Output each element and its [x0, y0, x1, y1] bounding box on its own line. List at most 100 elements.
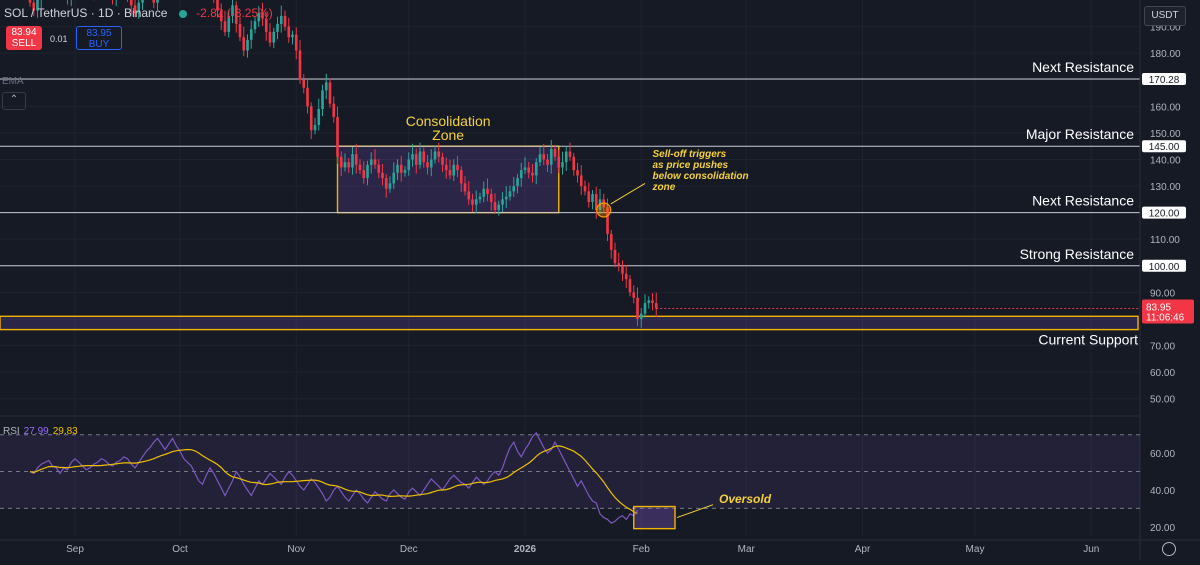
candle: [479, 197, 482, 200]
candle: [411, 154, 414, 159]
resistance-label: Next Resistance: [1032, 193, 1134, 209]
candle: [344, 162, 347, 167]
buy-label: BUY: [77, 39, 121, 50]
market-open-icon: [179, 10, 187, 18]
candle: [276, 24, 279, 32]
candle: [572, 157, 575, 170]
candle: [505, 197, 508, 200]
price-tick: 50.00: [1150, 395, 1175, 406]
candle: [471, 199, 474, 204]
time-tick: Feb: [633, 544, 651, 555]
candle: [464, 183, 467, 191]
candle: [295, 35, 298, 51]
candle: [419, 152, 422, 165]
breakdown-marker: [597, 203, 611, 217]
candle: [494, 202, 497, 210]
time-tick: Oct: [172, 544, 188, 555]
candle: [576, 170, 579, 175]
candle: [374, 159, 377, 164]
candle: [539, 154, 542, 162]
symbol-header: SOL / TetherUS · 1D · Binance -2.82 (-3.…: [0, 6, 273, 20]
candle: [569, 152, 572, 157]
candle: [400, 165, 403, 173]
candle: [377, 165, 380, 173]
candle: [651, 300, 654, 303]
buy-price: 83.95: [77, 28, 121, 39]
candle: [422, 152, 425, 163]
candle: [591, 194, 594, 202]
buy-button[interactable]: 83.95 BUY: [76, 26, 122, 50]
candle: [396, 165, 399, 173]
candle: [550, 149, 553, 165]
oversold-label: Oversold: [719, 492, 772, 506]
candle: [509, 191, 512, 196]
candle: [490, 194, 493, 202]
candle: [284, 16, 287, 27]
consolidation-zone: [338, 146, 559, 212]
candle: [359, 165, 362, 170]
candle: [426, 162, 429, 167]
candle: [516, 178, 519, 186]
candle: [501, 199, 504, 204]
candle: [336, 117, 339, 157]
candle: [445, 165, 448, 170]
level-price-tag-text: 120.00: [1149, 209, 1180, 220]
sell-price: 83.94: [6, 27, 42, 38]
candle: [404, 170, 407, 173]
candle: [655, 303, 658, 308]
resistance-label: Strong Resistance: [1020, 246, 1135, 262]
candle: [415, 154, 418, 165]
candle: [546, 159, 549, 164]
price-tick: 140.00: [1150, 155, 1181, 166]
sell-button[interactable]: 83.94 SELL: [6, 26, 42, 50]
candle: [362, 170, 365, 178]
candle: [302, 80, 305, 88]
candle: [452, 165, 455, 176]
candle: [610, 234, 613, 250]
candle: [456, 165, 459, 170]
candle: [561, 162, 564, 167]
candle: [340, 157, 343, 168]
candle: [370, 159, 373, 164]
candle: [617, 263, 620, 266]
candle: [584, 186, 587, 191]
candle: [467, 191, 470, 199]
candle: [299, 51, 302, 80]
candle: [580, 175, 583, 186]
ema-indicator-label[interactable]: EMA: [2, 76, 24, 87]
candle: [475, 199, 478, 204]
rsi-ma-value: 29.83: [53, 426, 78, 437]
candle: [130, 0, 133, 5]
time-tick: Dec: [400, 544, 418, 555]
level-price-tag-text: 170.28: [1149, 75, 1180, 86]
symbol-title[interactable]: SOL / TetherUS · 1D · Binance: [4, 6, 167, 20]
price-tick: 150.00: [1150, 129, 1181, 140]
candle: [156, 0, 159, 3]
annotation-text: zone: [652, 182, 676, 193]
candle: [531, 173, 534, 176]
price-tick: 90.00: [1150, 288, 1175, 299]
time-tick: Mar: [738, 544, 756, 555]
candle: [482, 189, 485, 197]
time-tick: Nov: [287, 544, 305, 555]
candle: [347, 162, 350, 167]
rsi-value: 27.99: [24, 426, 49, 437]
candle: [272, 32, 275, 43]
candle: [224, 21, 227, 32]
candle: [535, 162, 538, 175]
candle: [629, 279, 632, 292]
candle: [291, 35, 294, 38]
candle: [557, 157, 560, 168]
currency-select[interactable]: USDT: [1144, 6, 1186, 26]
candle: [351, 154, 354, 167]
candle: [389, 183, 392, 188]
candle: [246, 40, 249, 51]
price-change: -2.82 (-3.25%): [196, 6, 273, 20]
candle: [621, 266, 624, 274]
collapse-indicators-button[interactable]: ⌃: [2, 92, 26, 110]
settings-icon[interactable]: [1162, 542, 1176, 556]
time-tick: Jun: [1083, 544, 1099, 555]
